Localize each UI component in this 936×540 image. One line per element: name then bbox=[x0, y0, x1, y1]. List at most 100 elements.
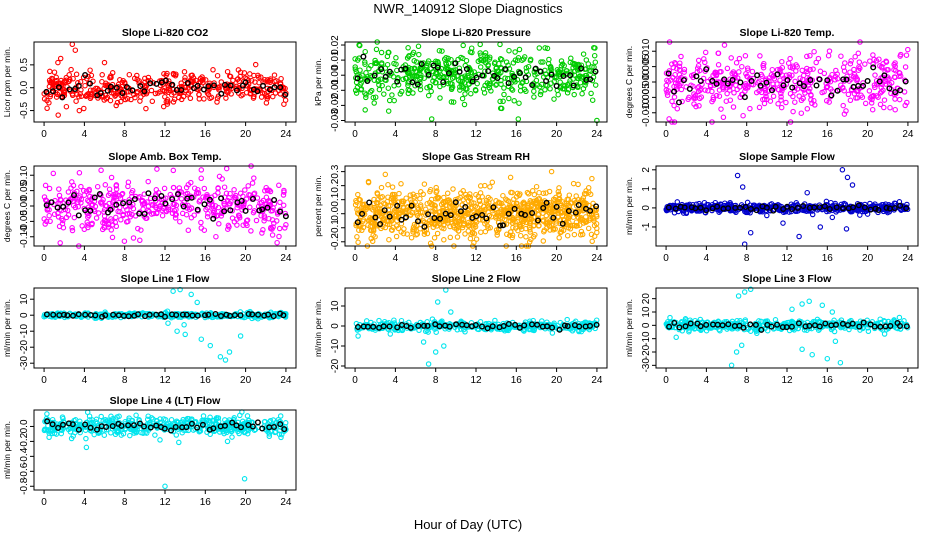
data-point bbox=[873, 58, 880, 64]
data-point bbox=[381, 217, 388, 224]
mean-point bbox=[747, 205, 754, 212]
data-point bbox=[750, 202, 757, 209]
x-axis-title: Hour of Day (UTC) bbox=[413, 517, 523, 532]
outlier-point bbox=[592, 45, 598, 51]
data-point bbox=[896, 96, 903, 103]
data-point bbox=[825, 52, 832, 59]
data-point bbox=[367, 89, 374, 95]
data-point bbox=[59, 220, 66, 227]
data-point bbox=[494, 68, 501, 74]
data-point bbox=[462, 91, 468, 97]
data-point bbox=[506, 47, 512, 54]
data-point bbox=[680, 210, 687, 216]
data-point bbox=[790, 63, 796, 69]
data-point bbox=[391, 199, 397, 206]
data-point bbox=[425, 58, 432, 64]
data-point bbox=[437, 209, 443, 215]
y-axis-label: degrees C per min. bbox=[2, 170, 12, 242]
y-tick-label: 0 bbox=[19, 312, 30, 318]
mean-point bbox=[408, 202, 415, 209]
y-tick-label: -20 bbox=[330, 358, 341, 373]
data-point bbox=[579, 231, 586, 238]
mean-point bbox=[676, 99, 683, 106]
data-point bbox=[527, 221, 533, 227]
data-point bbox=[521, 218, 527, 224]
data-point bbox=[555, 91, 561, 98]
mean-point bbox=[543, 199, 550, 206]
data-point bbox=[568, 55, 574, 62]
data-point bbox=[468, 90, 474, 97]
data-point bbox=[402, 75, 409, 82]
data-point bbox=[489, 179, 496, 186]
data-point bbox=[185, 227, 192, 234]
data-point bbox=[51, 69, 58, 75]
data-point bbox=[444, 190, 451, 197]
mean-point bbox=[665, 204, 672, 211]
data-point bbox=[417, 76, 423, 83]
panel-title: Slope Li-820 Pressure bbox=[421, 27, 531, 39]
data-point bbox=[395, 211, 402, 217]
mean-point bbox=[360, 53, 367, 60]
outlier-point bbox=[198, 336, 205, 342]
data-point bbox=[74, 91, 80, 98]
data-point bbox=[523, 234, 529, 240]
data-point bbox=[498, 81, 504, 87]
data-point bbox=[756, 88, 762, 94]
outlier-point bbox=[44, 105, 50, 112]
data-point bbox=[556, 191, 562, 198]
data-point bbox=[838, 82, 844, 88]
data-point bbox=[261, 218, 267, 224]
mean-point bbox=[522, 74, 529, 81]
data-point bbox=[467, 204, 474, 211]
data-point bbox=[462, 231, 468, 237]
mean-point bbox=[543, 77, 550, 84]
data-point bbox=[214, 212, 221, 219]
data-point bbox=[485, 63, 491, 69]
data-point bbox=[66, 78, 72, 85]
data-point bbox=[503, 221, 510, 228]
mean-point bbox=[425, 211, 432, 218]
data-point bbox=[234, 204, 240, 211]
y-tick-label: 0.005 bbox=[641, 54, 652, 79]
data-point bbox=[487, 196, 493, 202]
data-point bbox=[590, 204, 596, 211]
data-point bbox=[47, 68, 53, 75]
mean-point bbox=[535, 217, 542, 224]
data-point bbox=[873, 93, 880, 99]
data-point bbox=[393, 61, 399, 67]
data-point bbox=[387, 211, 393, 217]
data-point bbox=[187, 95, 194, 102]
data-point bbox=[74, 188, 80, 195]
data-point bbox=[778, 97, 784, 103]
data-point bbox=[804, 53, 810, 60]
point-cloud bbox=[41, 286, 289, 363]
data-point bbox=[269, 226, 275, 232]
mean-point bbox=[162, 77, 169, 84]
data-point bbox=[385, 108, 392, 114]
data-point bbox=[109, 234, 116, 241]
data-point bbox=[448, 99, 455, 105]
data-point bbox=[786, 72, 793, 78]
mean-point bbox=[445, 70, 452, 77]
point-cloud bbox=[41, 163, 289, 249]
data-point bbox=[213, 233, 219, 240]
data-point bbox=[423, 64, 430, 71]
data-point bbox=[160, 205, 166, 211]
data-point bbox=[567, 226, 574, 232]
data-point bbox=[231, 187, 237, 193]
data-point bbox=[126, 197, 132, 203]
data-point bbox=[459, 74, 465, 81]
data-point bbox=[691, 94, 698, 100]
mean-point bbox=[382, 73, 389, 80]
data-point bbox=[701, 56, 707, 62]
mean-point bbox=[409, 79, 416, 86]
data-point bbox=[716, 209, 722, 215]
data-point bbox=[851, 90, 858, 97]
data-point bbox=[204, 213, 211, 220]
data-point bbox=[394, 76, 401, 82]
data-point bbox=[60, 217, 66, 224]
data-point bbox=[546, 188, 553, 195]
data-point bbox=[375, 197, 381, 203]
data-point bbox=[695, 62, 702, 69]
